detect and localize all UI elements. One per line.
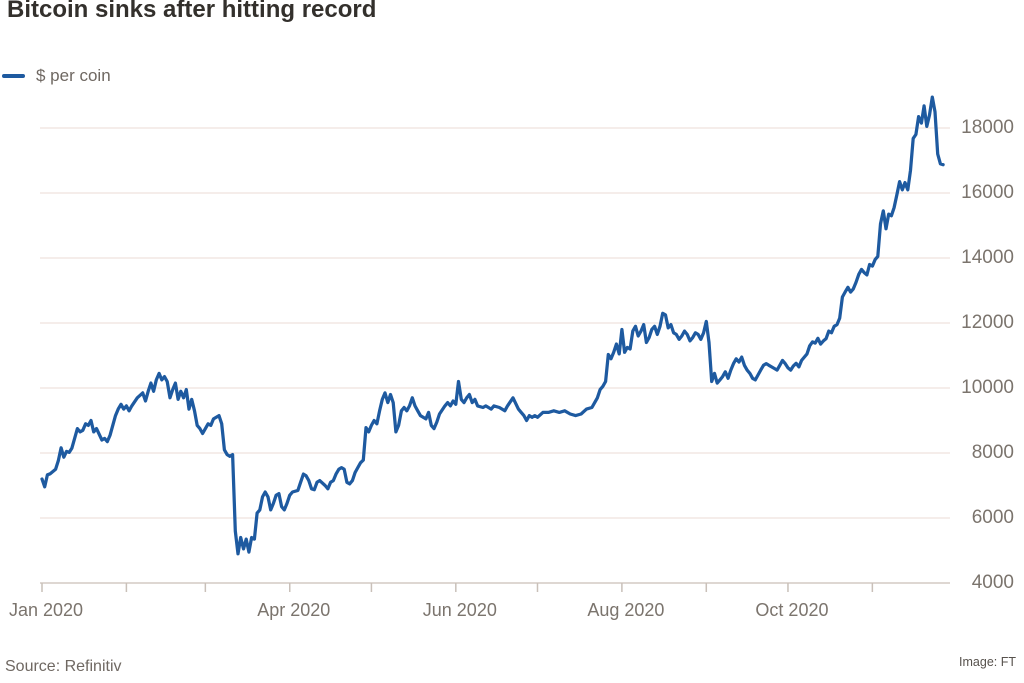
x-tick-label: Aug 2020	[587, 600, 665, 620]
x-tick-label: Jun 2020	[422, 600, 497, 620]
y-tick-label: 14000	[961, 247, 1014, 268]
y-tick-label: 12000	[961, 312, 1014, 333]
image-credit: Image: FT	[959, 655, 1016, 669]
x-axis	[40, 582, 950, 592]
chart-title: Bitcoin sinks after hitting record	[7, 0, 377, 23]
legend-line-swatch	[2, 74, 25, 78]
source-note: Source: Refinitiv	[5, 658, 122, 675]
gridlines	[40, 127, 950, 519]
y-tick-label: 10000	[961, 377, 1014, 398]
y-tick-label: 16000	[961, 182, 1014, 203]
legend: $ per coin	[2, 66, 111, 86]
x-tick-label: Oct 2020	[755, 600, 829, 620]
y-tick-label: 6000	[971, 507, 1014, 528]
y-tick-label: 8000	[971, 442, 1014, 463]
x-tick-label: Jan 2020	[8, 600, 84, 620]
legend-label: $ per coin	[36, 66, 111, 85]
y-tick-label: 18000	[961, 117, 1014, 138]
y-tick-label: 4000	[971, 572, 1014, 593]
x-tick-label: Apr 2020	[257, 600, 331, 620]
price-line	[40, 95, 945, 556]
